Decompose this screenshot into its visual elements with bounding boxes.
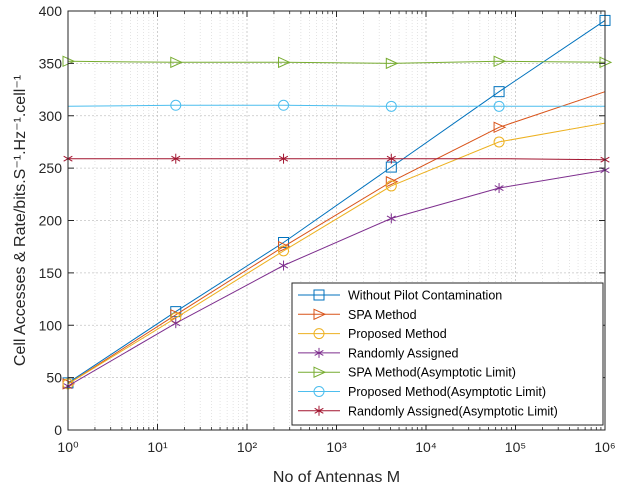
triangle-marker [493, 121, 507, 134]
asterisk-stroke [278, 262, 289, 269]
legend-entry: SPA Method [298, 308, 417, 322]
triangle-marker [493, 55, 507, 68]
asterisk-marker [386, 153, 396, 164]
y-tick-label: 400 [39, 3, 63, 19]
circle-marker [278, 99, 290, 111]
square-marker [493, 86, 505, 98]
x-tick-label: 10⁰ [57, 439, 79, 455]
triangle-marker [313, 366, 327, 378]
legend-entry: Proposed Method(Asymptotic Limit) [298, 385, 546, 399]
asterisk-stroke [314, 349, 324, 356]
legend-label: Without Pilot Contamination [348, 289, 502, 303]
circle-marker [278, 245, 290, 257]
series-line [67, 104, 605, 107]
triangle-marker [385, 175, 399, 188]
circle-marker [313, 386, 325, 397]
asterisk-stroke [171, 320, 181, 327]
y-axis-label: Cell Accesses & Rate/bits.S⁻¹.Hz⁻¹.cell⁻… [12, 75, 29, 366]
y-tick-label: 300 [39, 108, 63, 124]
x-tick-label: 10⁴ [415, 439, 437, 455]
legend-label: SPA Method(Asymptotic Limit) [348, 366, 516, 380]
legend-label: Randomly Assigned(Asymptotic Limit) [348, 404, 558, 418]
asterisk-marker [278, 260, 289, 271]
x-tick-label: 10³ [326, 439, 347, 455]
x-tick-label: 10⁵ [505, 439, 526, 455]
legend-entry: SPA Method(Asymptotic Limit) [298, 366, 516, 380]
asterisk-marker [278, 153, 289, 164]
square-marker [313, 289, 325, 301]
x-tick-label: 10⁶ [594, 439, 615, 455]
circle-marker [385, 180, 397, 192]
triangle-marker [385, 57, 399, 70]
y-tick-label: 50 [46, 370, 62, 386]
asterisk-marker [386, 213, 396, 224]
circle-marker [493, 100, 505, 112]
y-tick-label: 100 [39, 317, 63, 333]
legend-entry: Without Pilot Contamination [298, 289, 502, 303]
series-line [67, 122, 606, 385]
asterisk-marker [314, 405, 324, 416]
legend-entry: Proposed Method [298, 327, 447, 341]
asterisk-stroke [386, 155, 396, 162]
series-line [68, 158, 606, 161]
series-5 [67, 99, 605, 112]
y-tick-label: 250 [39, 160, 63, 176]
asterisk-stroke [171, 155, 181, 162]
y-tick-label: 0 [54, 422, 62, 438]
legend: Without Pilot Contamination SPA Method Pro… [291, 282, 604, 426]
asterisk-marker [171, 318, 181, 329]
circle-marker [313, 328, 325, 340]
triangle-marker [278, 56, 291, 69]
triangle-marker [278, 240, 291, 253]
y-tick-label: 200 [39, 213, 63, 229]
asterisk-stroke [386, 215, 396, 222]
circle-marker [170, 99, 182, 111]
circle-marker [493, 136, 505, 148]
series-line [67, 60, 606, 64]
y-tick-label: 350 [39, 55, 63, 71]
legend-box [291, 282, 604, 426]
asterisk-marker [171, 153, 181, 164]
triangle-marker [170, 56, 183, 69]
asterisk-stroke [494, 185, 504, 191]
legend-label: SPA Method [348, 308, 417, 322]
legend-entry: Randomly Assigned [298, 346, 459, 360]
x-tick-label: 10² [237, 439, 258, 455]
series-line [67, 169, 606, 387]
circle-marker [385, 100, 397, 112]
series-lines [62, 14, 613, 392]
legend-entry: Randomly Assigned(Asymptotic Limit) [298, 404, 558, 418]
legend-label: Proposed Method [348, 327, 447, 341]
triangle-marker [313, 308, 327, 321]
y-tick-label: 150 [39, 265, 63, 281]
asterisk-marker [314, 347, 324, 358]
series-line [67, 91, 606, 385]
legend-label: Randomly Assigned [348, 346, 459, 360]
legend-label: Proposed Method(Asymptotic Limit) [348, 385, 546, 399]
asterisk-marker [494, 183, 504, 194]
x-axis-label: No of Antennas M [273, 469, 400, 486]
y-axis-ticks: 0 50 100 150 200 250 300 350 400 [39, 3, 605, 438]
series-line [67, 19, 606, 384]
asterisk-stroke [278, 155, 289, 162]
asterisk-stroke [314, 407, 324, 414]
x-tick-label: 10¹ [147, 439, 168, 455]
